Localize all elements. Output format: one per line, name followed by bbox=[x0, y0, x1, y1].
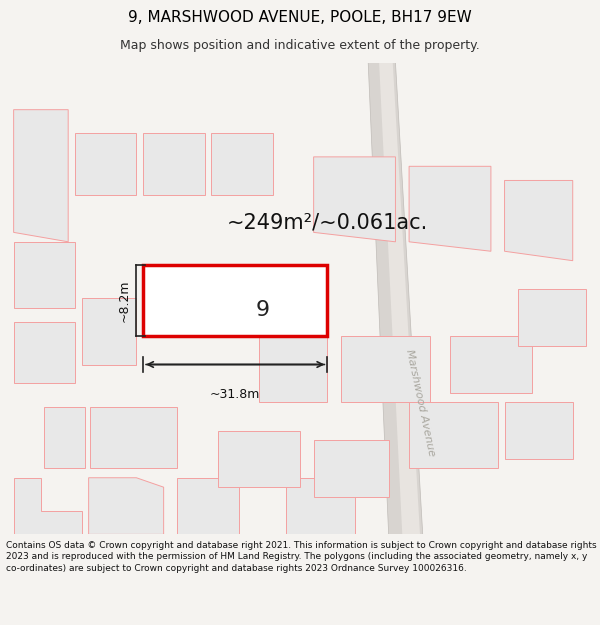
Polygon shape bbox=[409, 402, 498, 468]
Polygon shape bbox=[14, 110, 68, 242]
Polygon shape bbox=[218, 431, 300, 488]
Polygon shape bbox=[409, 166, 491, 251]
Polygon shape bbox=[90, 407, 177, 468]
Polygon shape bbox=[259, 336, 327, 402]
Polygon shape bbox=[286, 478, 355, 534]
Polygon shape bbox=[75, 133, 136, 194]
Polygon shape bbox=[82, 298, 136, 364]
Polygon shape bbox=[89, 478, 164, 534]
Polygon shape bbox=[143, 133, 205, 194]
Polygon shape bbox=[368, 62, 423, 534]
Text: ~31.8m: ~31.8m bbox=[210, 388, 260, 401]
Polygon shape bbox=[314, 440, 389, 497]
Polygon shape bbox=[505, 402, 573, 459]
Text: Marshwood Avenue: Marshwood Avenue bbox=[404, 348, 436, 457]
Polygon shape bbox=[14, 242, 75, 308]
Text: Map shows position and indicative extent of the property.: Map shows position and indicative extent… bbox=[120, 39, 480, 51]
Polygon shape bbox=[505, 181, 573, 261]
Polygon shape bbox=[450, 336, 532, 393]
Polygon shape bbox=[341, 336, 430, 402]
Text: 9: 9 bbox=[256, 300, 269, 320]
Polygon shape bbox=[177, 478, 239, 534]
Polygon shape bbox=[379, 62, 420, 534]
Polygon shape bbox=[14, 478, 82, 534]
Polygon shape bbox=[14, 322, 75, 383]
Polygon shape bbox=[518, 289, 586, 346]
Text: 9, MARSHWOOD AVENUE, POOLE, BH17 9EW: 9, MARSHWOOD AVENUE, POOLE, BH17 9EW bbox=[128, 10, 472, 25]
Polygon shape bbox=[211, 133, 273, 194]
Text: ~8.2m: ~8.2m bbox=[118, 279, 131, 322]
Polygon shape bbox=[153, 279, 322, 327]
Polygon shape bbox=[314, 157, 395, 242]
Text: Contains OS data © Crown copyright and database right 2021. This information is : Contains OS data © Crown copyright and d… bbox=[6, 541, 596, 573]
Polygon shape bbox=[44, 407, 85, 468]
Text: ~249m²/~0.061ac.: ~249m²/~0.061ac. bbox=[227, 213, 428, 233]
Polygon shape bbox=[143, 266, 327, 336]
